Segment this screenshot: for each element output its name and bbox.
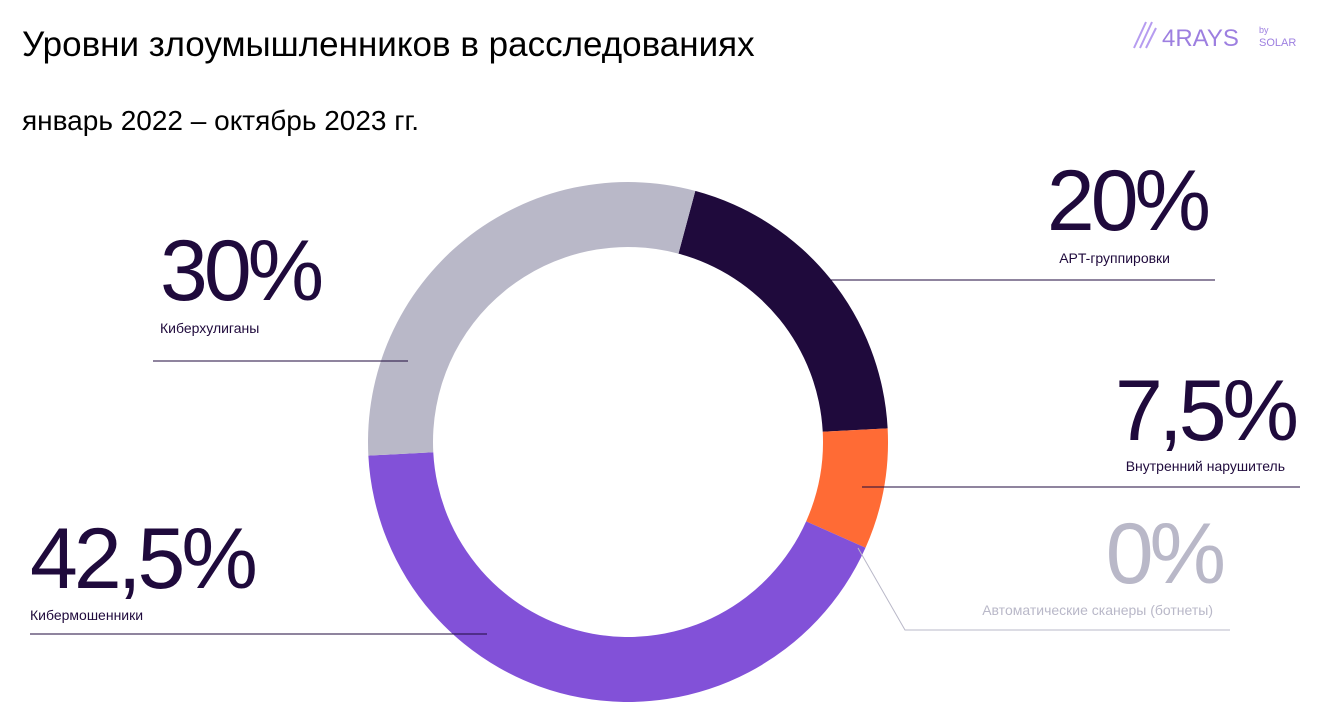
donut-segment [678,190,888,432]
logo: 4RAYS by SOLAR [1133,21,1296,52]
value-label: 0% [1106,506,1224,602]
value-label: 30% [160,223,322,319]
category-label: Киберхулиганы [160,320,259,336]
donut-segment [368,181,696,456]
logo-brand: SOLAR [1259,37,1296,49]
category-label: Внутренний нарушитель [1126,458,1285,474]
chart-subtitle: январь 2022 – октябрь 2023 гг. [22,105,419,136]
logo-icon [1133,21,1157,49]
donut-segment [368,452,866,702]
logo-by: by [1259,25,1269,35]
value-label: 42,5% [30,511,255,607]
category-label: APT-группировки [1059,250,1170,266]
chart-title: Уровни злоумышленников в расследованиях [22,25,755,64]
leader-line [857,547,1230,631]
category-label: Автоматические сканеры (ботнеты) [982,602,1213,618]
value-label: 20% [1047,153,1209,249]
value-label: 7,5% [1115,363,1297,459]
logo-name: 4RAYS [1162,25,1239,52]
category-label: Кибермошенники [30,607,143,623]
donut-segment [806,428,888,548]
